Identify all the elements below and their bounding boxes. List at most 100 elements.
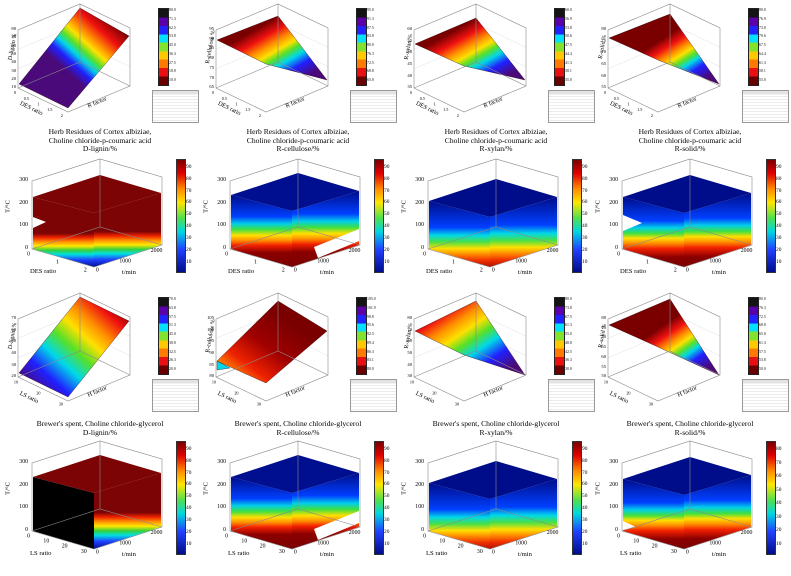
tick-label: 50 — [776, 211, 782, 218]
tick-label: 75 — [601, 324, 606, 330]
tick-label: 30 — [582, 234, 588, 241]
tick-label: 1000 — [515, 258, 527, 265]
tick-label: 90 — [209, 350, 214, 356]
tick-label: 95.0 — [367, 8, 374, 12]
x-axis-label: DES ratio — [228, 268, 255, 275]
surface-canvas-3d — [229, 158, 361, 268]
tick-label: 60 — [186, 481, 192, 488]
tick-label: 70 — [11, 34, 16, 40]
tick-label: 20 — [432, 390, 437, 396]
z-axis-ticks: 105 100 95 90 85 80 — [202, 315, 214, 379]
tick-label: 60 — [582, 481, 588, 488]
plot-title-line: D-lignin/% — [82, 144, 118, 153]
tick-label: 0 — [421, 245, 424, 252]
tick-label: 30 — [256, 401, 261, 407]
colorbar-tick-labels: 80.0 71.3 62.5 53.8 45.0 36.3 27.5 18.8 10.0 — [169, 8, 176, 83]
tick-label: 40 — [407, 72, 412, 78]
tick-label: 2 — [83, 267, 87, 274]
tick-label: 61.3 — [759, 340, 766, 345]
axes-box-frame — [607, 3, 721, 113]
tick-label: 200 — [415, 481, 424, 488]
surface-top-face — [33, 455, 161, 493]
tick-label: 32.5 — [169, 349, 176, 354]
tick-label: 80 — [186, 175, 192, 182]
tick-label: 70.0 — [169, 297, 176, 301]
tick-label: 60 — [582, 199, 588, 206]
x-axis-label: LS ratio — [30, 550, 52, 557]
axes-box-frame — [427, 158, 559, 268]
fit-results-table — [742, 379, 789, 412]
tick-label: 80 — [209, 55, 214, 61]
tick-label: 10 — [13, 379, 19, 385]
tick-label: 10 — [603, 379, 609, 385]
tick-label: 0 — [25, 245, 28, 252]
tick-label: 10 — [384, 258, 390, 265]
surface-slab — [623, 457, 751, 549]
tick-label: 40 — [11, 350, 16, 356]
surface-canvas-3d — [413, 292, 527, 402]
plot-area: R-solid % 80 75 70 65 60 55 50 10 20 30 LS ratio… — [592, 291, 789, 417]
tick-label: 10 — [241, 538, 248, 545]
axes-box-frame — [413, 3, 527, 113]
tick-label: 1 — [235, 101, 238, 107]
x-axis-label: DES ratio — [30, 268, 57, 275]
tick-label: 105 — [207, 315, 214, 320]
tick-label: 30 — [582, 516, 588, 523]
colorbar — [158, 8, 169, 86]
surface-canvas-3d — [427, 440, 559, 550]
surface-sheet — [414, 17, 526, 81]
tick-label: 20 — [776, 246, 782, 253]
tick-label: 40 — [407, 361, 412, 367]
tick-label: 40 — [11, 59, 16, 65]
z-axis-ticks: 300 200 100 0 — [210, 177, 226, 252]
surface-right-face — [490, 479, 557, 549]
plot-area: D-lignin % 80 70 60 50 40 30 20 10 0 0.5 1 1.5 2 DE… — [2, 2, 199, 128]
tick-label: 55.0 — [565, 332, 572, 336]
surface-left-face — [33, 197, 94, 267]
tick-label: 80.0 — [367, 367, 374, 371]
tick-label: 0 — [25, 527, 28, 534]
tick-label: 68.8 — [759, 323, 766, 328]
colorbar-tick-labels: 90 80 70 60 50 40 30 20 10 — [582, 164, 588, 265]
surface-right-face — [490, 197, 557, 267]
surface-left-face — [33, 477, 94, 549]
tick-label: 30 — [384, 516, 390, 523]
tick-label: 45.0 — [169, 43, 176, 47]
colorbar-tick-labels: 80.0 73.8 67.5 61.3 55.0 48.8 42.5 36.3 30.0 — [565, 297, 572, 372]
tick-label: 2 — [479, 267, 483, 274]
surface-canvas-3d — [31, 158, 163, 268]
z-axis-ticks: 80 70 60 50 40 30 — [400, 315, 412, 379]
tick-label: 2000 — [741, 248, 753, 255]
surface-sheet — [414, 300, 526, 376]
tick-label: 70 — [186, 469, 192, 476]
subplot-r-solid-ls-hfactor: R-solid % 80 75 70 65 60 55 50 10 20 30 LS ratio… — [592, 291, 789, 417]
colorbar-tick-labels: 90 80 70 60 50 40 30 20 10 — [384, 446, 390, 547]
tick-label: 300 — [19, 459, 28, 465]
z-axis-ticks: 80 75 70 65 60 55 50 — [594, 315, 606, 379]
surface-sheet — [608, 13, 720, 85]
y-axis-label: t/min — [712, 551, 726, 558]
tick-label: 0 — [27, 251, 31, 258]
tick-label: 2000 — [741, 530, 753, 537]
cutout-notch — [314, 511, 359, 540]
tick-label: 20 — [582, 246, 588, 253]
tick-label: 80 — [776, 175, 782, 182]
tick-label: 0 — [491, 549, 495, 556]
colorbar-tick-labels: 90 80 70 60 50 40 30 20 10 — [186, 446, 192, 547]
z-axis-label: T/°C — [594, 200, 602, 213]
y-axis-label: t/min — [518, 269, 532, 276]
axes-box-frame — [607, 292, 721, 402]
tick-label: 95 — [209, 26, 214, 31]
surface-slab — [33, 175, 161, 267]
axes-box-frame — [215, 292, 329, 402]
tick-label: 0 — [423, 251, 427, 258]
tick-label: 2000 — [547, 248, 559, 255]
tick-label: 38.8 — [169, 340, 176, 345]
tick-label: 68.8 — [367, 69, 374, 74]
colorbar — [554, 297, 565, 375]
tick-label: 0 — [211, 90, 215, 96]
tick-label: 95.6 — [367, 323, 374, 328]
surface-top-face — [429, 461, 557, 499]
tick-label: 61.3 — [759, 60, 766, 65]
surface-slab — [623, 175, 751, 267]
